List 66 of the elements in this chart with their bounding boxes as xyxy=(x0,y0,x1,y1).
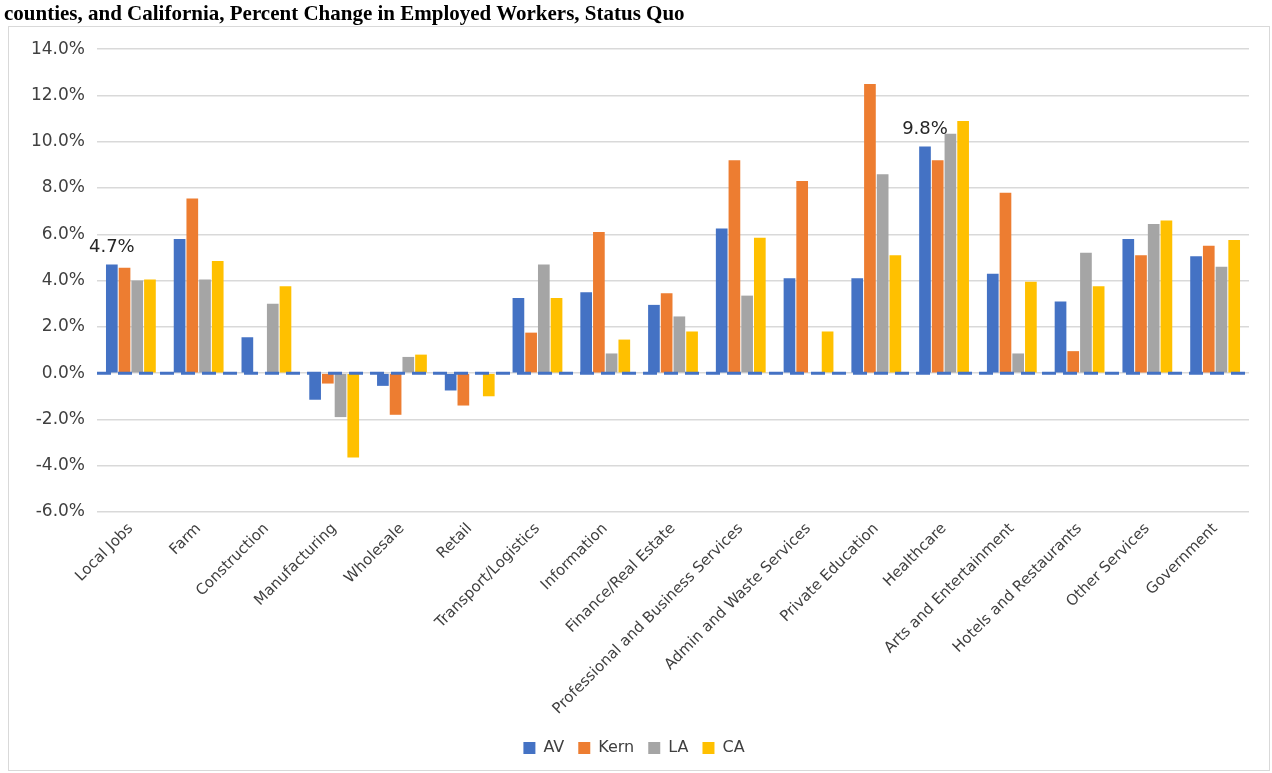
annotation: 4.7% xyxy=(88,235,135,257)
bar xyxy=(605,353,618,373)
bar xyxy=(796,181,809,373)
bar xyxy=(321,373,334,384)
bar xyxy=(931,160,944,373)
bar xyxy=(1215,266,1228,373)
y-tick-label: -4.0% xyxy=(35,454,85,475)
y-tick-label: 14.0% xyxy=(30,37,85,58)
y-tick-label: 6.0% xyxy=(41,222,85,243)
bar xyxy=(118,267,131,373)
bar xyxy=(199,279,211,373)
bar xyxy=(1092,286,1105,373)
bar xyxy=(525,332,537,373)
bar xyxy=(1202,245,1215,373)
bar xyxy=(131,280,144,373)
chart-title: counties, and California, Percent Change in Employed Workers, Status Quo xyxy=(3,0,686,26)
y-tick-label: -2.0% xyxy=(35,407,85,428)
bar xyxy=(266,303,279,373)
bar xyxy=(347,373,360,458)
bar xyxy=(876,174,889,373)
bar xyxy=(144,279,156,373)
bar xyxy=(753,237,766,373)
y-tick-label: 12.0% xyxy=(30,83,85,104)
bar xyxy=(821,331,834,373)
bar xyxy=(334,373,347,418)
y-tick-label: 0.0% xyxy=(41,361,85,382)
bar xyxy=(279,286,292,373)
bar xyxy=(741,295,753,373)
bar xyxy=(673,316,686,373)
y-tick-label: -6.0% xyxy=(35,500,85,521)
bar xyxy=(1025,281,1037,373)
bar xyxy=(389,373,402,415)
bar xyxy=(1012,353,1025,373)
bar xyxy=(482,373,495,397)
bar xyxy=(1067,351,1080,373)
legend-label: CA xyxy=(722,737,745,757)
bar xyxy=(1147,223,1160,373)
bar xyxy=(402,356,415,373)
y-tick-label: 8.0% xyxy=(41,176,85,197)
bar xyxy=(1228,240,1241,373)
bar xyxy=(686,331,698,373)
legend-label: Kern xyxy=(598,737,635,757)
bar xyxy=(186,198,199,373)
bar xyxy=(457,373,470,406)
bar xyxy=(618,339,631,373)
bar xyxy=(550,297,563,373)
annotation: 9.8% xyxy=(902,117,948,139)
bar xyxy=(1080,252,1092,373)
y-tick-label: 10.0% xyxy=(30,130,85,151)
y-tick-label: 2.0% xyxy=(41,315,85,336)
bar xyxy=(593,231,605,373)
bar xyxy=(944,133,957,373)
bar xyxy=(864,83,876,373)
legend-label: AV xyxy=(543,737,565,757)
bar xyxy=(1135,255,1147,373)
bar xyxy=(211,260,224,373)
bar xyxy=(889,255,902,373)
bar xyxy=(728,160,741,373)
bar xyxy=(537,264,550,373)
bar xyxy=(660,293,673,373)
bar xyxy=(415,354,427,373)
bar xyxy=(1160,220,1173,373)
legend-label: LA xyxy=(668,737,689,757)
bar xyxy=(957,120,969,373)
y-tick-label: 4.0% xyxy=(41,269,85,289)
bar xyxy=(999,192,1012,373)
